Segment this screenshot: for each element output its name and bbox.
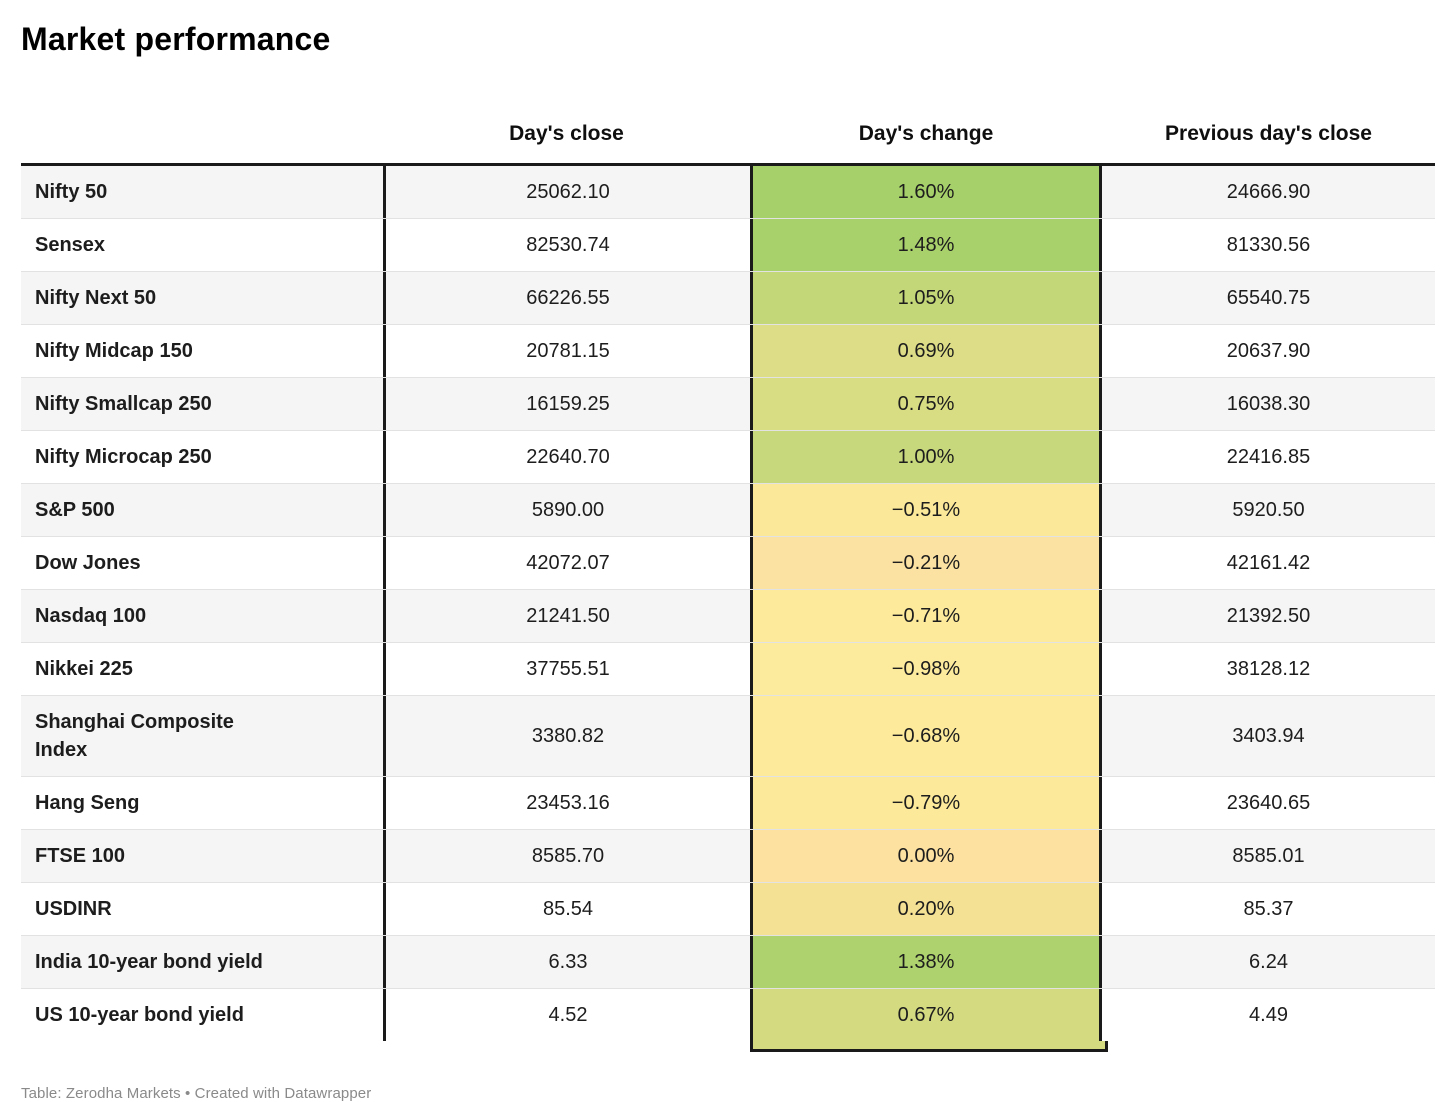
days-change-heatmap-cell: −0.21% <box>750 537 1102 589</box>
days-close-value: 16159.25 <box>383 378 750 430</box>
row-label: Hang Seng <box>35 792 140 814</box>
days-change-heatmap-cell: 0.00% <box>750 830 1102 882</box>
days-close-value: 22640.70 <box>383 431 750 483</box>
days-change-heatmap-cell: 0.20% <box>750 883 1102 935</box>
row-label: Nifty Midcap 150 <box>35 340 193 362</box>
days-close-value: 37755.51 <box>383 643 750 695</box>
previous-days-close-value: 42161.42 <box>1226 551 1311 574</box>
days-close-value: 23453.16 <box>383 777 750 829</box>
days-close-value: 3380.82 <box>383 696 750 776</box>
row-label: USDINR <box>35 898 112 920</box>
previous-days-close-value: 3403.94 <box>1232 724 1305 747</box>
page-title: Market performance <box>21 21 331 57</box>
days-change-heatmap-cell: −0.51% <box>750 484 1102 536</box>
days-close-value: 42072.07 <box>383 537 750 589</box>
header-row-label <box>21 122 383 163</box>
previous-days-close-value: 23640.65 <box>1226 791 1311 814</box>
row-label: US 10-year bond yield <box>35 1004 244 1026</box>
table-row: US 10-year bond yield 4.52 0.67% 4.49 <box>21 988 1435 1052</box>
row-label: Nifty Smallcap 250 <box>35 393 212 415</box>
header-previous-days-close: Previous day's close <box>1165 122 1372 145</box>
previous-days-close-value: 6.24 <box>1249 950 1288 973</box>
days-close-value: 8585.70 <box>383 830 750 882</box>
row-label: FTSE 100 <box>35 845 126 867</box>
row-label: Dow Jones <box>35 552 141 574</box>
table-row: Nasdaq 100 21241.50 −0.71% 21392.50 <box>21 589 1435 642</box>
previous-days-close-value: 81330.56 <box>1226 233 1311 256</box>
table-row: S&P 500 5890.00 −0.51% 5920.50 <box>21 483 1435 536</box>
previous-days-close-value: 65540.75 <box>1226 286 1311 309</box>
row-label: S&P 500 <box>35 499 115 521</box>
days-change-heatmap-cell: 0.75% <box>750 378 1102 430</box>
days-close-value: 85.54 <box>383 883 750 935</box>
table-row: Sensex 82530.74 1.48% 81330.56 <box>21 218 1435 271</box>
previous-days-close-value: 16038.30 <box>1226 392 1311 415</box>
days-change-heatmap-cell: 1.60% <box>750 166 1102 218</box>
days-close-value: 66226.55 <box>383 272 750 324</box>
previous-days-close-value: 85.37 <box>1243 897 1294 920</box>
table-row: Shanghai Composite Index 3380.82 −0.68% … <box>21 695 1435 776</box>
table-row: Dow Jones 42072.07 −0.21% 42161.42 <box>21 536 1435 589</box>
table-row: USDINR 85.54 0.20% 85.37 <box>21 882 1435 935</box>
table-body: Nifty 50 25062.10 1.60% 24666.90 Sensex … <box>21 163 1435 1052</box>
days-change-heatmap-cell: −0.68% <box>750 696 1102 776</box>
days-close-value: 6.33 <box>383 936 750 988</box>
days-change-heatmap-cell: 1.38% <box>750 936 1102 988</box>
days-change-heatmap-cell: −0.79% <box>750 777 1102 829</box>
row-label: India 10-year bond yield <box>35 951 263 973</box>
previous-days-close-value: 4.49 <box>1249 1003 1288 1026</box>
table-row: India 10-year bond yield 6.33 1.38% 6.24 <box>21 935 1435 988</box>
market-performance-table: Day's close Day's change Previous day's … <box>21 122 1435 1052</box>
days-close-value: 25062.10 <box>383 166 750 218</box>
row-label: Shanghai Composite Index <box>35 711 234 761</box>
row-label: Nasdaq 100 <box>35 605 147 627</box>
days-close-value: 21241.50 <box>383 590 750 642</box>
days-change-heatmap-cell: 0.69% <box>750 325 1102 377</box>
table-row: Hang Seng 23453.16 −0.79% 23640.65 <box>21 776 1435 829</box>
days-change-heatmap-cell: 1.05% <box>750 272 1102 324</box>
table-row: Nifty Next 50 66226.55 1.05% 65540.75 <box>21 271 1435 324</box>
days-change-heatmap-cell: 1.00% <box>750 431 1102 483</box>
days-close-value: 5890.00 <box>383 484 750 536</box>
days-change-heatmap-cell: 1.48% <box>750 219 1102 271</box>
days-change-heatmap-cell: 0.67% <box>750 989 1108 1052</box>
row-label: Nifty Microcap 250 <box>35 446 212 468</box>
days-change-heatmap-cell: −0.71% <box>750 590 1102 642</box>
days-close-value: 82530.74 <box>383 219 750 271</box>
footer-attribution: Table: Zerodha Markets • Created with Da… <box>21 1085 372 1102</box>
row-label: Nifty Next 50 <box>35 287 157 309</box>
table-row: Nifty Midcap 150 20781.15 0.69% 20637.90 <box>21 324 1435 377</box>
previous-days-close-value: 21392.50 <box>1226 604 1311 627</box>
row-label: Nikkei 225 <box>35 658 133 680</box>
days-close-value: 20781.15 <box>383 325 750 377</box>
days-change-heatmap-cell: −0.98% <box>750 643 1102 695</box>
table-row: Nifty 50 25062.10 1.60% 24666.90 <box>21 166 1435 218</box>
table-row: Nifty Microcap 250 22640.70 1.00% 22416.… <box>21 430 1435 483</box>
row-label: Sensex <box>35 234 106 256</box>
days-close-value: 4.52 <box>383 989 750 1041</box>
header-days-close: Day's close <box>509 122 624 145</box>
table-header-row: Day's close Day's change Previous day's … <box>21 122 1435 163</box>
row-label: Nifty 50 <box>35 181 108 203</box>
previous-days-close-value: 24666.90 <box>1226 180 1311 203</box>
previous-days-close-value: 20637.90 <box>1226 339 1311 362</box>
previous-days-close-value: 38128.12 <box>1226 657 1311 680</box>
table-row: FTSE 100 8585.70 0.00% 8585.01 <box>21 829 1435 882</box>
previous-days-close-value: 8585.01 <box>1232 844 1305 867</box>
previous-days-close-value: 22416.85 <box>1226 445 1311 468</box>
header-days-change: Day's change <box>858 122 994 145</box>
table-row: Nikkei 225 37755.51 −0.98% 38128.12 <box>21 642 1435 695</box>
previous-days-close-value: 5920.50 <box>1232 498 1305 521</box>
table-footer: Table: Zerodha Markets • Created with Da… <box>21 1085 1435 1102</box>
table-row: Nifty Smallcap 250 16159.25 0.75% 16038.… <box>21 377 1435 430</box>
